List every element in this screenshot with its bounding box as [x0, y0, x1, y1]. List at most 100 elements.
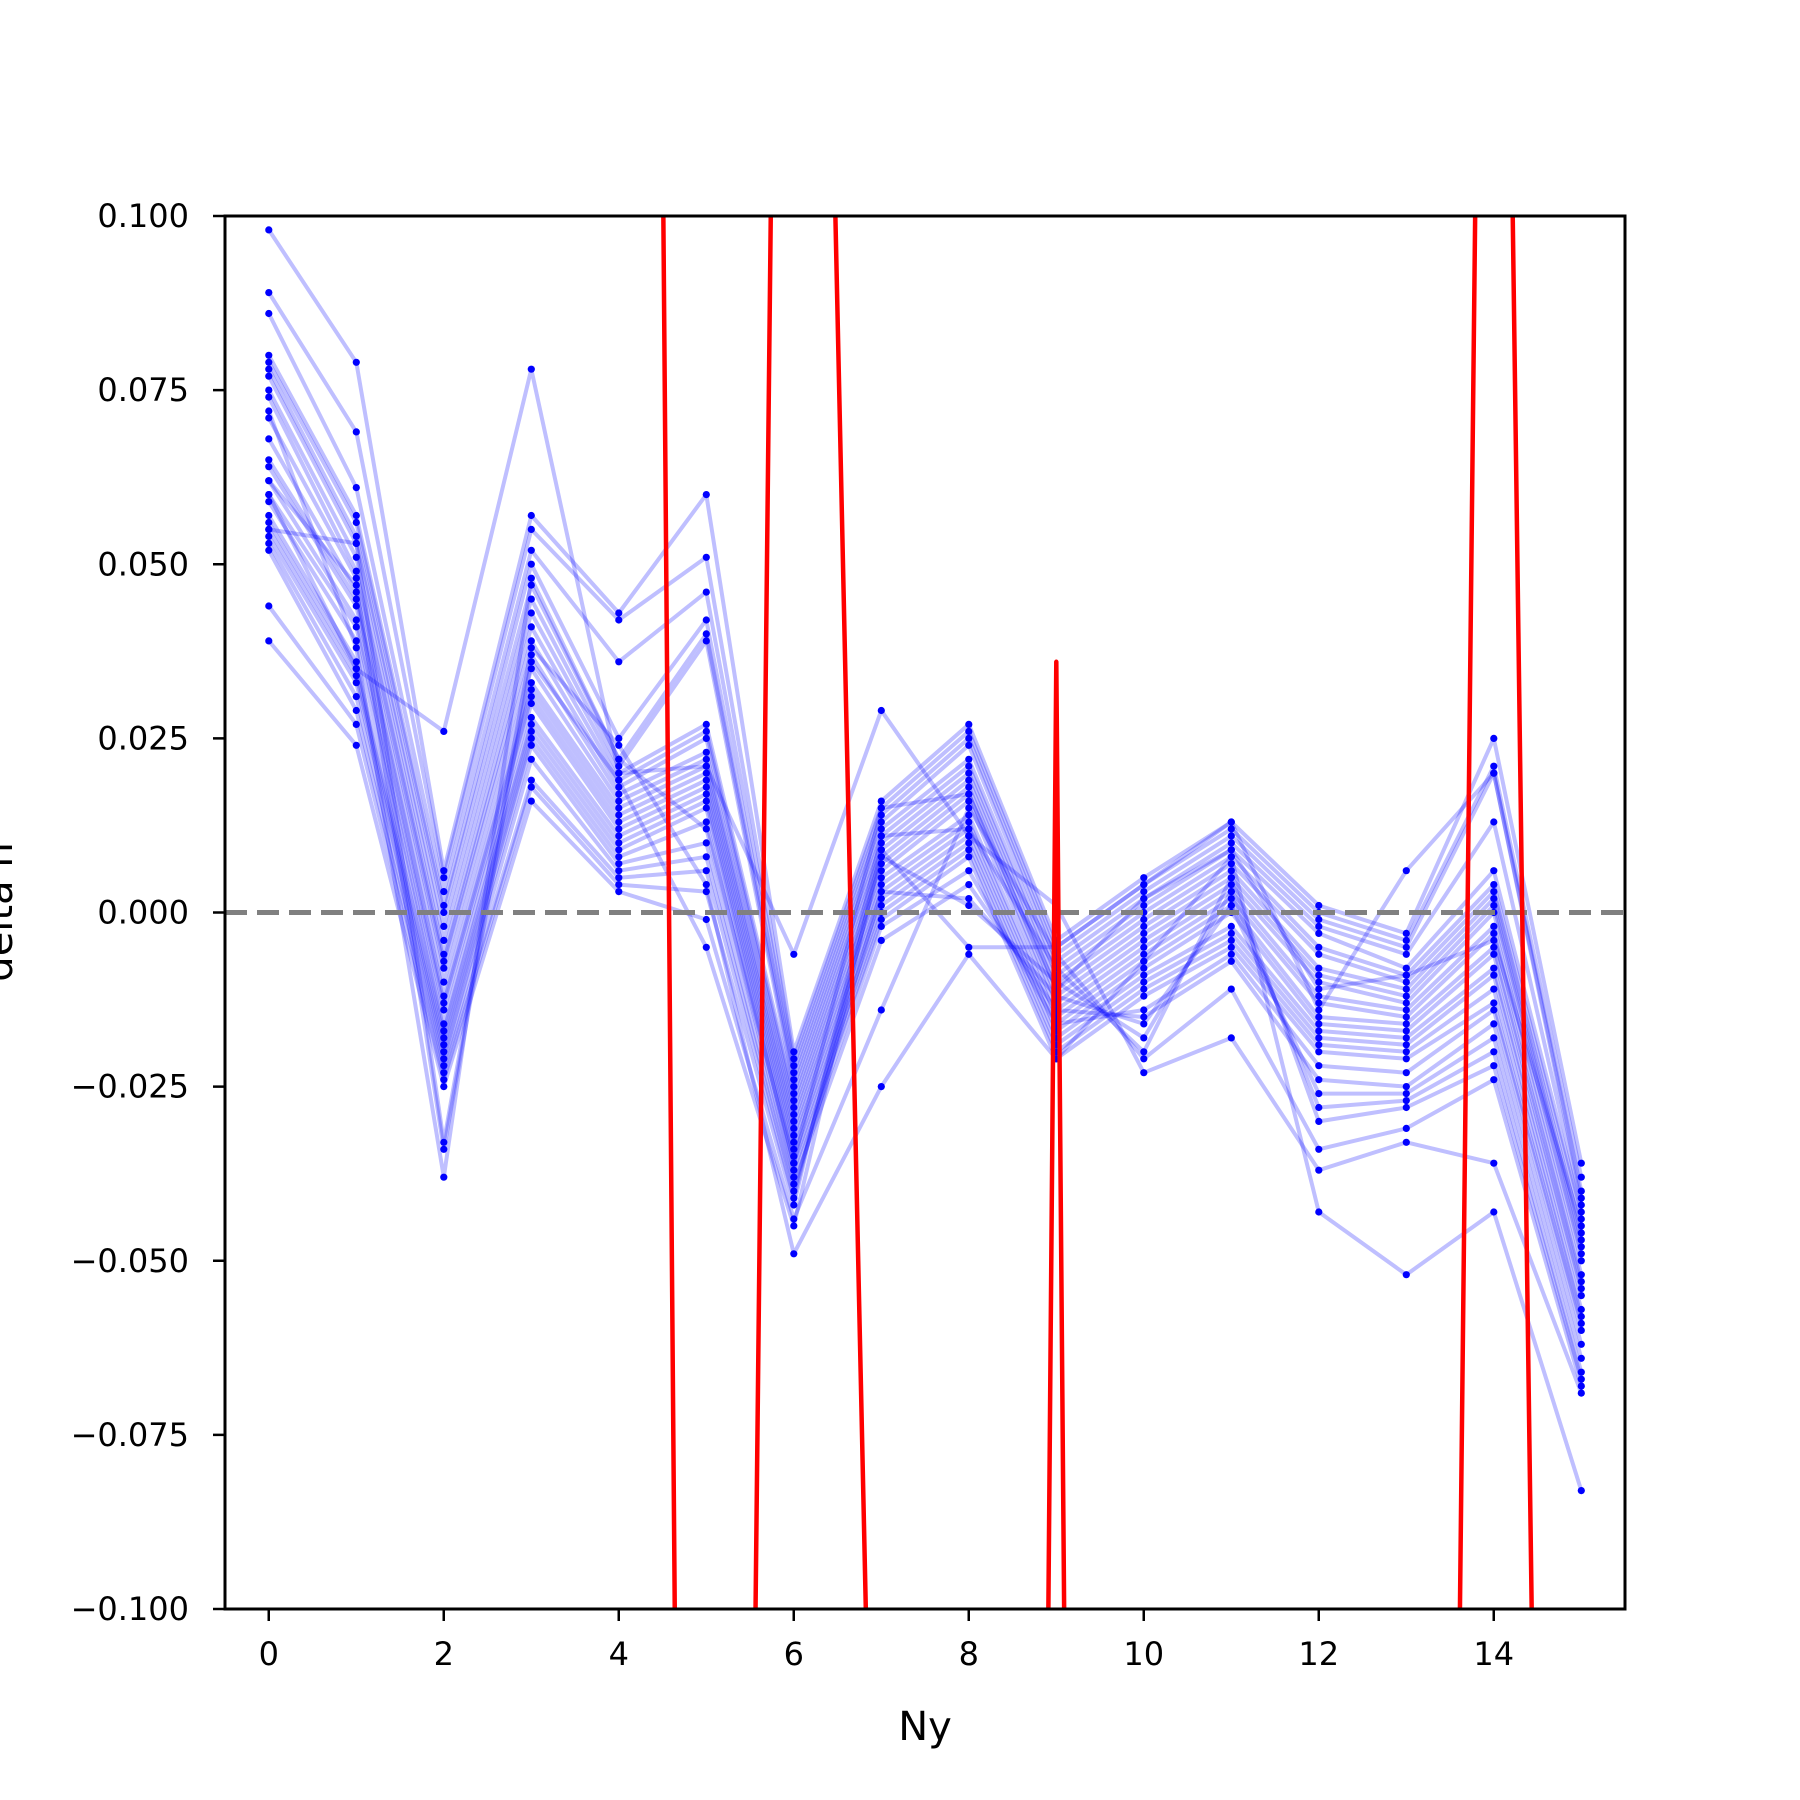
- data-point: [790, 950, 798, 958]
- y-tick-label: −0.025: [71, 1068, 189, 1106]
- data-point: [615, 658, 623, 666]
- data-point: [440, 957, 448, 965]
- data-point: [1490, 1034, 1498, 1042]
- data-point: [1577, 1222, 1585, 1230]
- series-line: [267, 465, 1584, 1283]
- data-point: [352, 553, 360, 561]
- data-point: [527, 365, 535, 373]
- data-point: [1490, 867, 1498, 875]
- data-point: [1140, 888, 1148, 896]
- data-point: [265, 372, 273, 380]
- data-point: [877, 839, 885, 847]
- data-point: [702, 825, 710, 833]
- data-point: [1227, 943, 1235, 951]
- data-point: [1315, 922, 1323, 931]
- data-point: [615, 811, 623, 819]
- data-point: [615, 804, 623, 812]
- data-point: [1140, 992, 1148, 1000]
- y-tick-label: −0.075: [71, 1416, 189, 1454]
- data-point: [1402, 978, 1410, 986]
- data-point: [1140, 957, 1148, 965]
- data-point: [1315, 950, 1323, 958]
- data-point: [265, 414, 273, 422]
- data-point: [1227, 818, 1235, 826]
- data-point: [1140, 1013, 1148, 1021]
- data-point: [1490, 881, 1498, 889]
- series-line: [267, 514, 1584, 1318]
- data-point: [440, 901, 448, 910]
- data-point: [1577, 1368, 1585, 1376]
- series-line: [267, 375, 1584, 1234]
- data-point: [1490, 1006, 1498, 1014]
- data-point: [440, 1041, 448, 1049]
- data-point: [1402, 1271, 1410, 1279]
- series-layer: [265, 226, 1585, 1495]
- data-point: [790, 1048, 798, 1056]
- data-point: [1577, 1243, 1585, 1251]
- data-point: [702, 839, 710, 847]
- x-tick-label: 8: [959, 1635, 979, 1673]
- data-point: [702, 588, 710, 596]
- series-line: [267, 479, 1584, 1228]
- data-point: [615, 741, 623, 749]
- data-point: [615, 797, 623, 805]
- data-point: [1402, 992, 1410, 1000]
- data-point: [877, 867, 885, 875]
- series-line: [267, 368, 1584, 1220]
- data-point: [1490, 1076, 1498, 1084]
- data-point: [1227, 957, 1235, 965]
- data-point: [1315, 1020, 1323, 1028]
- data-point: [877, 797, 885, 805]
- data-point: [352, 532, 360, 541]
- data-point: [615, 769, 623, 777]
- data-point: [790, 1159, 798, 1167]
- data-point: [527, 637, 535, 645]
- data-point: [702, 783, 710, 791]
- data-point: [440, 908, 448, 917]
- y-tick-label: 0.025: [97, 719, 189, 757]
- data-point: [352, 706, 360, 715]
- data-point: [790, 1097, 798, 1105]
- data-point: [352, 644, 360, 652]
- data-point: [1577, 1187, 1585, 1195]
- data-point: [702, 616, 710, 624]
- data-point: [877, 874, 885, 882]
- data-point: [1140, 881, 1148, 889]
- data-point: [527, 783, 535, 791]
- series-line: [267, 479, 1584, 1290]
- data-point: [790, 1222, 798, 1230]
- data-point: [440, 950, 448, 958]
- data-point: [877, 901, 885, 910]
- data-point: [265, 456, 273, 464]
- data-point: [1227, 922, 1235, 931]
- data-point: [352, 484, 360, 492]
- data-point: [527, 581, 535, 589]
- data-point: [440, 1083, 448, 1091]
- data-point: [1227, 895, 1235, 903]
- data-point: [1402, 1048, 1410, 1056]
- data-point: [352, 616, 360, 624]
- series-line: [267, 437, 1584, 1262]
- series-line: [267, 312, 1584, 1192]
- data-point: [790, 1090, 798, 1098]
- data-point: [615, 762, 623, 770]
- data-point: [527, 574, 535, 582]
- data-point: [1402, 950, 1410, 958]
- series-line: [267, 228, 1584, 1164]
- data-point: [527, 741, 535, 749]
- data-point: [1490, 769, 1498, 777]
- data-point: [527, 623, 535, 631]
- data-point: [1577, 1278, 1585, 1286]
- data-point: [790, 1152, 798, 1160]
- data-point: [790, 1062, 798, 1070]
- data-point: [1315, 929, 1323, 938]
- data-point: [352, 602, 360, 610]
- data-point: [1490, 1062, 1498, 1070]
- data-point: [1315, 1076, 1323, 1084]
- data-point: [615, 853, 623, 861]
- data-point: [1140, 922, 1148, 931]
- data-point: [440, 1062, 448, 1070]
- data-point: [1490, 818, 1498, 826]
- data-point: [527, 651, 535, 659]
